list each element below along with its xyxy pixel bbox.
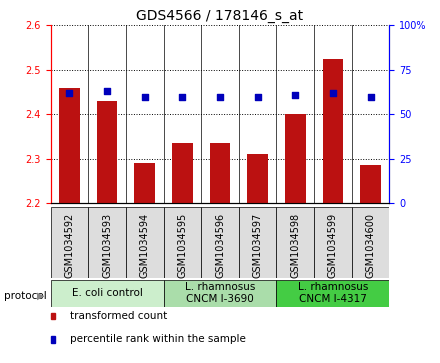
Bar [126, 207, 164, 278]
Text: transformed count: transformed count [70, 311, 168, 321]
Bar [247, 154, 268, 203]
Point [254, 94, 261, 99]
Bar [51, 280, 164, 307]
Bar [164, 280, 276, 307]
Text: GSM1034599: GSM1034599 [328, 213, 338, 278]
Bar [134, 163, 155, 203]
Text: GSM1034594: GSM1034594 [140, 213, 150, 278]
Text: L. rhamnosus
CNCM I-3690: L. rhamnosus CNCM I-3690 [185, 282, 255, 304]
Bar [314, 207, 352, 278]
Text: GSM1034595: GSM1034595 [177, 213, 187, 278]
Point [66, 90, 73, 96]
Title: GDS4566 / 178146_s_at: GDS4566 / 178146_s_at [136, 9, 304, 23]
Point [292, 92, 299, 98]
Point [141, 94, 148, 99]
Text: ▶: ▶ [37, 291, 45, 301]
Bar [276, 280, 389, 307]
Text: GSM1034593: GSM1034593 [102, 213, 112, 278]
Bar [59, 88, 80, 203]
Bar [239, 207, 276, 278]
Bar [97, 101, 117, 203]
Bar [209, 143, 231, 203]
Bar [360, 166, 381, 203]
Bar [323, 59, 343, 203]
Point [367, 94, 374, 99]
Bar [352, 207, 389, 278]
Text: percentile rank within the sample: percentile rank within the sample [70, 334, 246, 344]
Point [330, 90, 337, 96]
Text: GSM1034596: GSM1034596 [215, 213, 225, 278]
Text: L. rhamnosus
CNCM I-4317: L. rhamnosus CNCM I-4317 [298, 282, 368, 304]
Text: GSM1034598: GSM1034598 [290, 213, 300, 278]
Point [216, 94, 224, 99]
Bar [88, 207, 126, 278]
Bar [201, 207, 239, 278]
Bar [276, 207, 314, 278]
Text: GSM1034597: GSM1034597 [253, 213, 263, 278]
Bar [285, 114, 306, 203]
Text: GSM1034592: GSM1034592 [64, 213, 74, 278]
Point [103, 88, 110, 94]
Text: protocol: protocol [4, 291, 47, 301]
Bar [164, 207, 201, 278]
Text: GSM1034600: GSM1034600 [366, 213, 376, 278]
Bar [172, 143, 193, 203]
Bar [51, 207, 88, 278]
Text: E. coli control: E. coli control [72, 288, 143, 298]
Point [179, 94, 186, 99]
